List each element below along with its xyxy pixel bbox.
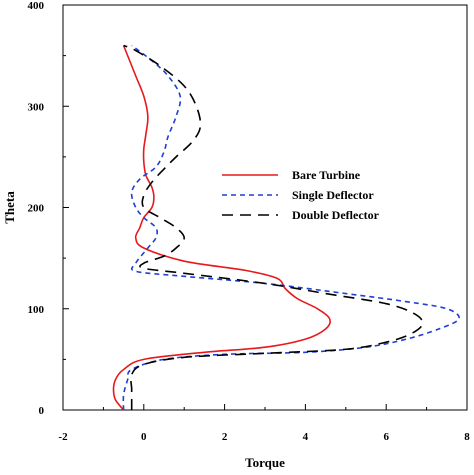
series-line-single-deflector	[122, 44, 460, 411]
plot-area-border	[62, 4, 468, 411]
legend-label: Single Deflector	[292, 188, 374, 202]
legend-label: Double Deflector	[292, 208, 380, 222]
x-tick-label: 6	[383, 431, 389, 443]
x-tick-label: 2	[222, 431, 228, 443]
x-tick-label: 8	[464, 431, 470, 443]
y-tick-label: 200	[28, 203, 45, 215]
series-line-double-deflector	[123, 44, 424, 411]
y-tick-label: 100	[28, 304, 45, 316]
x-tick-label: 0	[141, 431, 147, 443]
legend-label: Bare Turbine	[292, 168, 361, 182]
x-axis-label: Torque	[245, 455, 285, 470]
x-tick-label: 4	[303, 431, 309, 443]
y-tick-label: 400	[28, 0, 45, 12]
y-tick-label: 0	[39, 405, 45, 417]
y-tick-label: 300	[28, 101, 45, 113]
series-line-bare-turbine	[112, 45, 331, 411]
y-axis-label: Theta	[2, 191, 17, 224]
x-tick-label: -2	[58, 431, 68, 443]
